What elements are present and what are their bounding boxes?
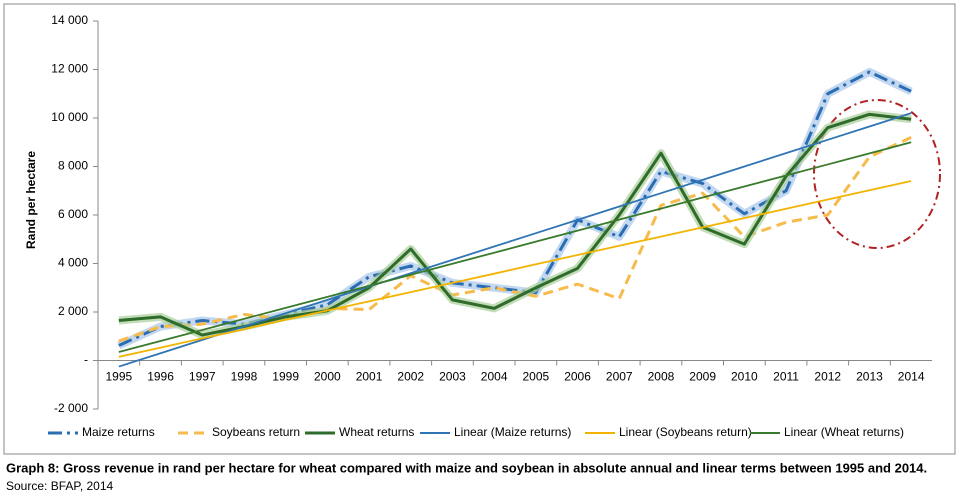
- x-tick-label: 2005: [522, 370, 549, 384]
- x-tick-label: 1999: [272, 370, 299, 384]
- series-line: [118, 112, 912, 368]
- y-tick-label: 8 000: [58, 159, 88, 173]
- y-tick-label: -2 000: [54, 401, 88, 415]
- x-tick-label: 2003: [439, 370, 466, 384]
- legend-label: Linear (Soybeans return): [619, 425, 752, 439]
- x-tick-label: 1995: [105, 370, 132, 384]
- legend-label: Linear (Wheat returns): [784, 425, 904, 439]
- highlight-ellipse: [813, 99, 941, 249]
- x-tick-label: 1996: [147, 370, 174, 384]
- x-tick-label: 2010: [731, 370, 758, 384]
- source: Source: BFAP, 2014: [6, 479, 114, 493]
- y-axis-label: Rand per hectare: [24, 151, 38, 249]
- series-line: [118, 70, 912, 347]
- y-tick-label: 2 000: [58, 304, 88, 318]
- y-tick-label: 14 000: [51, 13, 88, 27]
- x-tick-label: 2009: [689, 370, 716, 384]
- x-tick-label: 2004: [481, 370, 508, 384]
- x-tick-label: 2012: [814, 370, 841, 384]
- x-tick-label: 2006: [564, 370, 591, 384]
- caption: Graph 8: Gross revenue in rand per hecta…: [6, 460, 927, 475]
- x-tick-label: 1998: [231, 370, 258, 384]
- legend-label: Wheat returns: [339, 425, 414, 439]
- y-tick-label: 4 000: [58, 256, 88, 270]
- series-glow: [118, 110, 912, 340]
- x-tick-label: 2007: [606, 370, 633, 384]
- x-tick-label: 2000: [314, 370, 341, 384]
- x-tick-label: 2002: [397, 370, 424, 384]
- x-tick-label: 2008: [648, 370, 675, 384]
- x-tick-label: 2001: [356, 370, 383, 384]
- series-line: [118, 180, 912, 358]
- y-tick-label: -: [84, 353, 88, 367]
- x-tick-label: 2013: [856, 370, 883, 384]
- y-tick-label: 10 000: [51, 110, 88, 124]
- y-tick-label: 6 000: [58, 207, 88, 221]
- series-line: [118, 141, 912, 353]
- legend-label: Soybeans return: [212, 425, 300, 439]
- x-tick-label: 2011: [773, 370, 799, 384]
- x-tick-label: 1997: [189, 370, 216, 384]
- series-glow: [117, 67, 913, 350]
- x-tick-label: 2014: [898, 370, 925, 384]
- legend-label: Linear (Maize returns): [454, 425, 571, 439]
- series-line: [118, 136, 912, 343]
- legend-label: Maize returns: [82, 425, 155, 439]
- chart-border: [3, 3, 956, 455]
- y-tick-label: 12 000: [51, 62, 88, 76]
